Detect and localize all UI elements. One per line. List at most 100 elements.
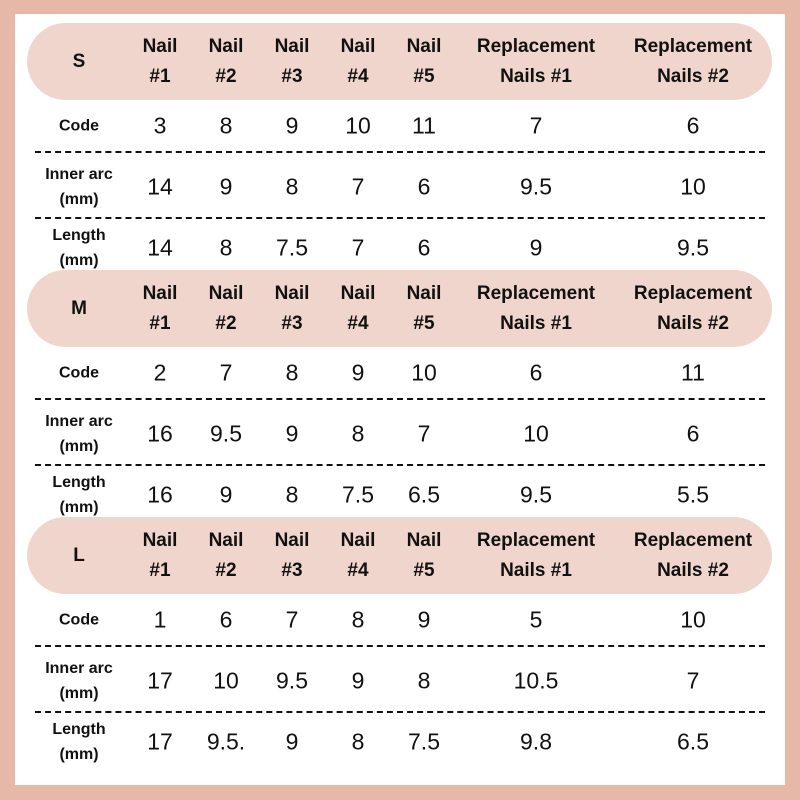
column-header: Replacement Nails #1 [476, 530, 596, 581]
table-cell: 9 [351, 667, 365, 694]
column-header: Nail #4 [340, 283, 376, 334]
table-cell: 9 [351, 359, 365, 386]
table-cell: 6 [529, 359, 543, 386]
column-header: Nail #5 [406, 283, 442, 334]
table-cell: 7 [686, 667, 700, 694]
table-cell: 7.5 [276, 234, 308, 261]
table-cell: 6 [417, 173, 431, 200]
row-label: Code [59, 117, 99, 135]
table-cell: 10.5 [513, 667, 559, 694]
table-cell: 11 [681, 359, 705, 386]
table-cell: 14 [147, 234, 173, 261]
table-cell: 9.8 [520, 728, 552, 755]
table-cell: 9 [417, 606, 431, 633]
table-cell: 9.5 [520, 481, 552, 508]
table-cell: 8 [351, 728, 365, 755]
table-cell: 8 [285, 481, 299, 508]
column-header: Nail #4 [340, 530, 376, 581]
column-header: Nail #4 [340, 36, 376, 87]
row-label: Inner arc (mm) [45, 413, 113, 455]
table-cell: 6 [686, 112, 700, 139]
column-header: Nail #1 [142, 283, 178, 334]
table-cell: 10 [345, 112, 371, 139]
header-band [27, 23, 772, 100]
table-cell: 9 [285, 728, 299, 755]
table-cell: 16 [147, 420, 173, 447]
table-cell: 17 [147, 667, 173, 694]
column-header: Nail #5 [406, 530, 442, 581]
table-cell: 8 [219, 234, 233, 261]
column-header: Replacement Nails #2 [633, 36, 753, 87]
row-label: Inner arc (mm) [45, 166, 113, 208]
row-divider [35, 151, 765, 153]
table-cell: 7 [219, 359, 233, 386]
table-cell: 7 [351, 234, 365, 261]
table-cell: 6.5 [677, 728, 709, 755]
column-header: Nail #2 [208, 530, 244, 581]
table-cell: 9 [219, 481, 233, 508]
table-cell: 7.5 [342, 481, 374, 508]
row-divider [35, 645, 765, 647]
row-label: Length (mm) [52, 227, 106, 269]
table-cell: 17 [147, 728, 173, 755]
column-header: Nail #5 [406, 36, 442, 87]
table-cell: 5 [529, 606, 543, 633]
table-cell: 8 [351, 420, 365, 447]
table-cell: 16 [147, 481, 173, 508]
size-block-s: S Nail #1 Nail #2 Nail #3 Nail #4 Nail #5 Repl… [15, 14, 785, 269]
table-cell: 9 [285, 420, 299, 447]
table-cell: 9.5. [206, 728, 246, 755]
table-cell: 7 [417, 420, 431, 447]
table-cell: 6.5 [408, 481, 440, 508]
column-header: Nail #3 [274, 36, 310, 87]
table-cell: 2 [153, 359, 167, 386]
row-label: Code [59, 611, 99, 629]
table-cell: 8 [351, 606, 365, 633]
table-cell: 1 [153, 606, 167, 633]
size-label: L [73, 545, 85, 566]
table-cell: 8 [285, 173, 299, 200]
size-label: S [72, 51, 86, 72]
header-band [27, 517, 772, 594]
table-cell: 10 [411, 359, 437, 386]
table-cell: 10 [213, 667, 239, 694]
table-cell: 3 [153, 112, 167, 139]
column-header: Replacement Nails #1 [476, 36, 596, 87]
row-label: Length (mm) [52, 474, 106, 516]
column-header: Nail #2 [208, 283, 244, 334]
table-cell: 9.5 [210, 420, 242, 447]
row-divider [35, 464, 765, 466]
table-cell: 9.5 [677, 234, 709, 261]
table-cell: 9 [529, 234, 543, 261]
table-cell: 10 [680, 606, 706, 633]
table-cell: 8 [285, 359, 299, 386]
column-header: Replacement Nails #1 [476, 283, 596, 334]
table-cell: 7 [529, 112, 543, 139]
table-cell: 10 [680, 173, 706, 200]
table-cell: 6 [686, 420, 700, 447]
table-cell: 9 [219, 173, 233, 200]
column-header: Nail #3 [274, 283, 310, 334]
row-divider [35, 711, 765, 713]
table-cell: 8 [219, 112, 233, 139]
row-divider [35, 398, 765, 400]
row-label: Code [59, 364, 99, 382]
table-cell: 5.5 [677, 481, 709, 508]
table-cell: 9.5 [276, 667, 308, 694]
size-label: M [71, 298, 87, 319]
table-cell: 7.5 [408, 728, 440, 755]
size-block-m: M Nail #1 Nail #2 Nail #3 Nail #4 Nail #5 Repl… [15, 261, 785, 516]
column-header: Nail #2 [208, 36, 244, 87]
table-cell: 7 [351, 173, 365, 200]
column-header: Replacement Nails #2 [633, 530, 753, 581]
column-header: Nail #1 [142, 36, 178, 87]
header-band [27, 270, 772, 347]
table-cell: 14 [147, 173, 173, 200]
table-cell: 9.5 [520, 173, 552, 200]
table-cell: 7 [285, 606, 299, 633]
table-cell: 6 [417, 234, 431, 261]
column-header: Replacement Nails #2 [633, 283, 753, 334]
table-cell: 10 [523, 420, 549, 447]
table-cell: 8 [417, 667, 431, 694]
table-cell: 9 [285, 112, 299, 139]
